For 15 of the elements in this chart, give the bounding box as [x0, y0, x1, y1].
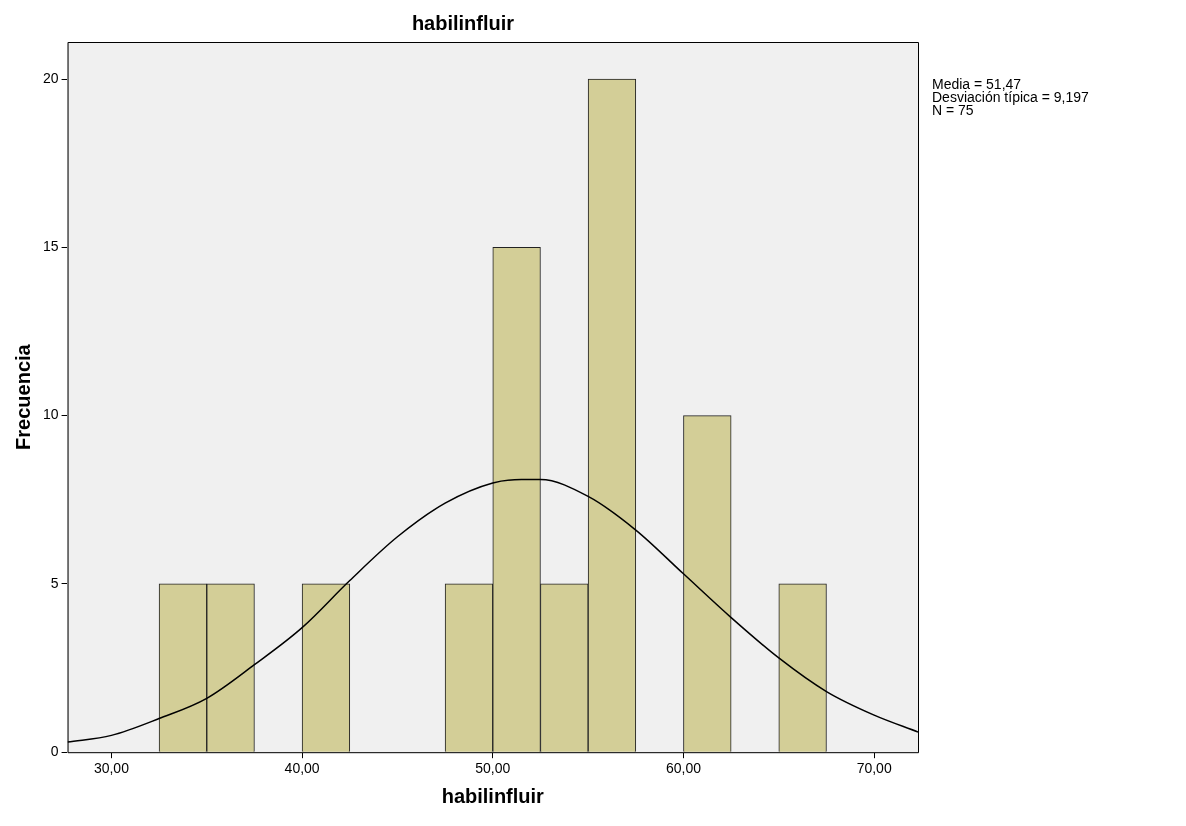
text: N = 75 — [932, 101, 974, 118]
y-tick-label: 10 — [42, 406, 59, 423]
y-tick-label: 5 — [50, 574, 59, 591]
y-axis-title: Frecuencia — [11, 343, 34, 450]
y-tick-label: 20 — [42, 69, 59, 86]
x-tick-label: 50,00 — [475, 760, 511, 777]
y-tick-label: 15 — [42, 238, 59, 255]
x-tick-label: 60,00 — [665, 760, 702, 777]
x-axis-title: habilinfluir — [441, 784, 545, 807]
y-tick-label: 0 — [50, 743, 59, 760]
x-tick-label: 30,00 — [93, 760, 130, 777]
x-tick-label: 70,00 — [856, 760, 892, 777]
x-tick-label: 40,00 — [284, 760, 320, 777]
text: Media = 51,47 — [932, 75, 1022, 92]
chart-title: habilinfluir — [411, 11, 515, 34]
